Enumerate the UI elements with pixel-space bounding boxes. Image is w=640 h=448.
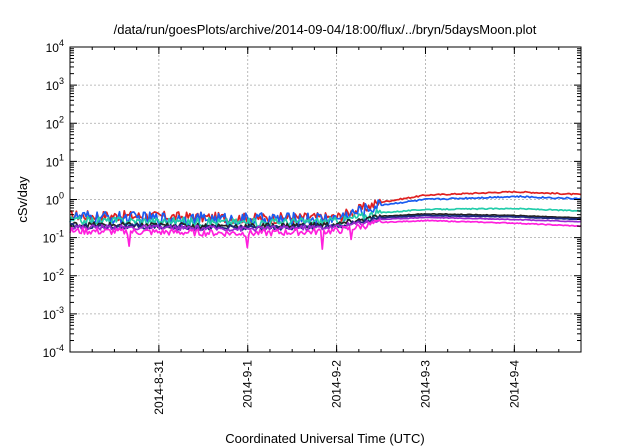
- y-tick-label: 101: [46, 152, 64, 169]
- series-line: [69, 219, 582, 250]
- x-tick-label: 2014-8-31: [152, 360, 166, 415]
- chart-title: /data/run/goesPlots/archive/2014-09-04/1…: [114, 22, 537, 37]
- grid-lines: [70, 47, 581, 352]
- series-line: [69, 216, 581, 232]
- y-tick-label: 102: [46, 114, 64, 131]
- y-tick-label: 10-4: [43, 343, 64, 360]
- x-tick-label: 2014-9-3: [418, 360, 432, 408]
- series-lines: [69, 190, 582, 250]
- x-tick-label: 2014-9-1: [241, 360, 255, 408]
- y-tick-label: 10-2: [43, 267, 64, 284]
- x-axis-ticks: 2014-8-31 2014-9-1 2014-9-2 2014-9-3 2014-9-…: [69, 47, 582, 415]
- x-tick-label: 2014-9-2: [330, 360, 344, 408]
- y-tick-label: 10-3: [43, 305, 64, 322]
- series-line: [69, 207, 582, 228]
- series-line: [69, 195, 582, 227]
- x-tick-label: 2014-9-4: [507, 360, 521, 408]
- series-line: [69, 190, 582, 225]
- y-axis-label: cSv/day: [15, 176, 30, 223]
- y-tick-label: 10-1: [43, 229, 64, 246]
- series-line: [69, 212, 582, 230]
- y-tick-label: 100: [46, 191, 64, 208]
- series-line: [69, 214, 582, 231]
- y-tick-label: 103: [46, 76, 64, 93]
- x-axis-label: Coordinated Universal Time (UTC): [225, 431, 424, 446]
- y-axis-ticks: 10-4 10-3 10-2 10-1 100 101 102 103 104: [43, 38, 581, 360]
- y-tick-label: 104: [46, 38, 64, 55]
